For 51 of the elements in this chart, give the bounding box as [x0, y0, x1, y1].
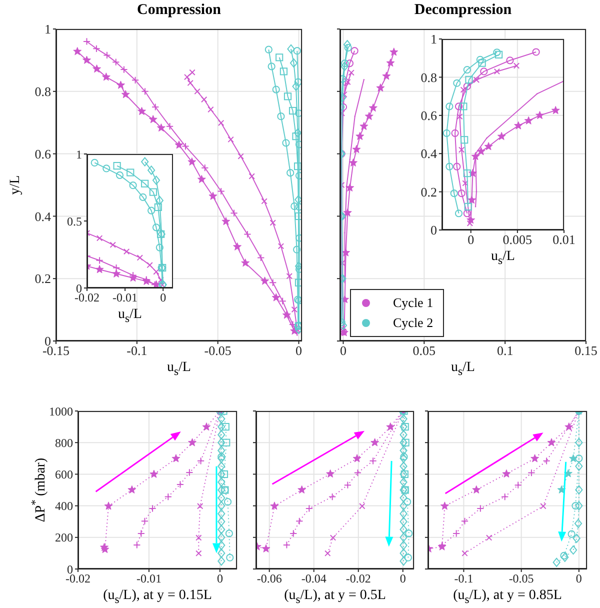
y-tick-label: 0.4 — [420, 146, 438, 162]
x-tick-label: -0.02 — [346, 572, 371, 586]
x-tick-label: -0.05 — [508, 572, 534, 586]
y-tick-label: 0.2 — [420, 184, 437, 200]
x-tick-label: 0 — [296, 343, 302, 358]
y-tick-label: 1000 — [49, 404, 73, 418]
y-tick-label: 0.8 — [420, 70, 437, 85]
x-tick-label: 0 — [160, 290, 166, 305]
x-tick-label: 0 — [468, 232, 474, 248]
x-tick-label: 0.1 — [496, 343, 514, 358]
y-tick-label: 0.5 — [67, 214, 82, 228]
x-tick-label: 0 — [340, 343, 346, 358]
x-axis-title: (u$_{s}$/L), at y = 0.5L — [283, 588, 387, 606]
x-axis-title: u$_{s}$/L — [117, 307, 143, 325]
y-tick-label: 400 — [55, 499, 73, 514]
y-tick-label: 1 — [44, 22, 51, 37]
y-tick-label: 1 — [430, 32, 437, 47]
x-tick-label: 0.05 — [412, 343, 436, 358]
x-axis-title: u$_{s}$/L — [450, 360, 476, 378]
x-axis-title: (u$_{s}$/L), at y = 0.15L — [102, 588, 213, 606]
x-tick-label: 0.15 — [574, 343, 598, 358]
y-tick-label: 0.4 — [34, 208, 52, 224]
chart-title: Compression — [136, 2, 222, 19]
x-tick-label: -0.1 — [126, 343, 148, 358]
y-tick-label: 200 — [55, 530, 73, 545]
x-tick-label: 0 — [400, 572, 406, 586]
x-axis-title: u$_{s}$/L — [490, 249, 516, 267]
y-tick-label: 0 — [430, 222, 437, 238]
y-tick-label: 0.6 — [420, 108, 438, 124]
y-tick-label: 800 — [55, 436, 73, 450]
x-tick-label: -0.01 — [136, 572, 162, 586]
x-tick-label: -0.06 — [256, 572, 282, 586]
x-axis-title: u$_{s}$/L — [166, 360, 192, 378]
y-tick-label: 0.8 — [34, 84, 51, 100]
x-tick-label: -0.1 — [454, 572, 474, 586]
y-tick-label: 0.6 — [34, 146, 52, 162]
legend-label: Cycle 2 — [393, 315, 434, 331]
chart-title: Decompression — [413, 2, 513, 19]
x-tick-label: -0.05 — [204, 343, 232, 358]
x-tick-label: -0.01 — [112, 290, 138, 305]
x-tick-label: -0.04 — [301, 572, 326, 586]
y-tick-label: 0.2 — [34, 271, 51, 286]
x-tick-label: 0 — [576, 572, 582, 586]
x-tick-label: 0 — [216, 572, 223, 586]
y-axis-title: y/L — [7, 174, 24, 197]
legend-label: Cycle 1 — [393, 295, 434, 311]
x-axis-title: (u$_{s}$/L), at y = 0.85L — [452, 588, 563, 606]
x-tick-label: 0.01 — [552, 232, 576, 248]
y-tick-label: 1 — [76, 147, 82, 162]
y-tick-label: 600 — [55, 467, 73, 482]
x-tick-label: 0.005 — [502, 232, 532, 248]
